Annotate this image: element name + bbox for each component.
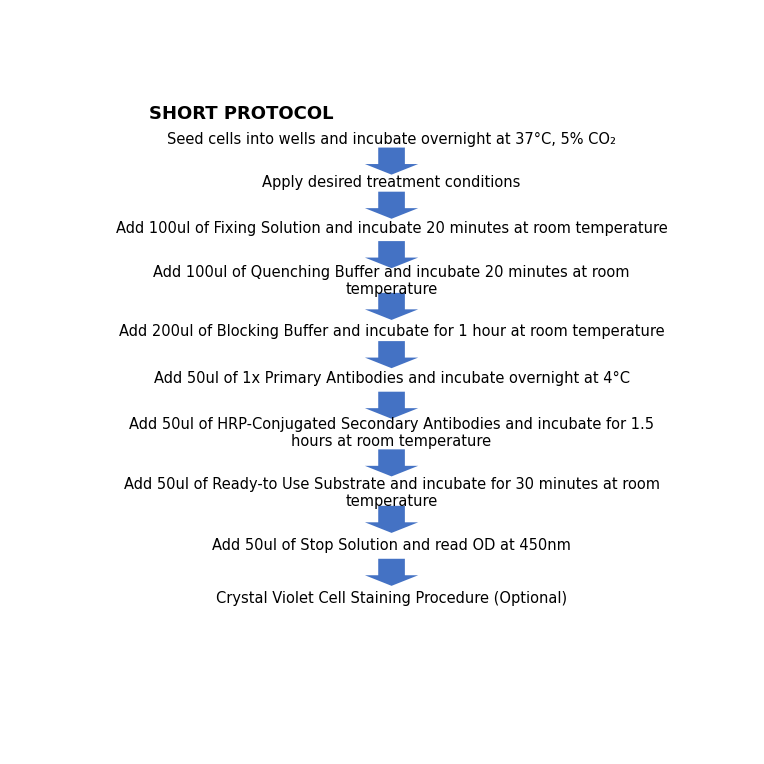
Text: Seed cells into wells and incubate overnight at 37°C, 5% CO₂: Seed cells into wells and incubate overn… <box>167 132 616 147</box>
Text: Crystal Violet Cell Staining Procedure (Optional): Crystal Violet Cell Staining Procedure (… <box>216 591 567 607</box>
Text: Add 50ul of 1x Primary Antibodies and incubate overnight at 4°C: Add 50ul of 1x Primary Antibodies and in… <box>154 371 630 386</box>
Text: Add 50ul of HRP-Conjugated Secondary Antibodies and incubate for 1.5
hours at ro: Add 50ul of HRP-Conjugated Secondary Ant… <box>129 416 654 449</box>
Text: Apply desired treatment conditions: Apply desired treatment conditions <box>262 176 521 190</box>
Text: Add 100ul of Quenching Buffer and incubate 20 minutes at room
temperature: Add 100ul of Quenching Buffer and incuba… <box>154 265 630 297</box>
Text: Add 200ul of Blocking Buffer and incubate for 1 hour at room temperature: Add 200ul of Blocking Buffer and incubat… <box>118 324 665 339</box>
Polygon shape <box>365 449 418 477</box>
Text: Add 50ul of Ready-to Use Substrate and incubate for 30 minutes at room
temperatu: Add 50ul of Ready-to Use Substrate and i… <box>124 477 659 509</box>
Polygon shape <box>365 192 418 219</box>
Text: SHORT PROTOCOL: SHORT PROTOCOL <box>149 105 333 123</box>
Polygon shape <box>365 147 418 175</box>
Text: Add 50ul of Stop Solution and read OD at 450nm: Add 50ul of Stop Solution and read OD at… <box>212 539 571 553</box>
Polygon shape <box>365 506 418 533</box>
Polygon shape <box>365 293 418 320</box>
Polygon shape <box>365 392 418 419</box>
Polygon shape <box>365 341 418 368</box>
Polygon shape <box>365 241 418 268</box>
Polygon shape <box>365 558 418 586</box>
Text: Add 100ul of Fixing Solution and incubate 20 minutes at room temperature: Add 100ul of Fixing Solution and incubat… <box>115 221 668 235</box>
